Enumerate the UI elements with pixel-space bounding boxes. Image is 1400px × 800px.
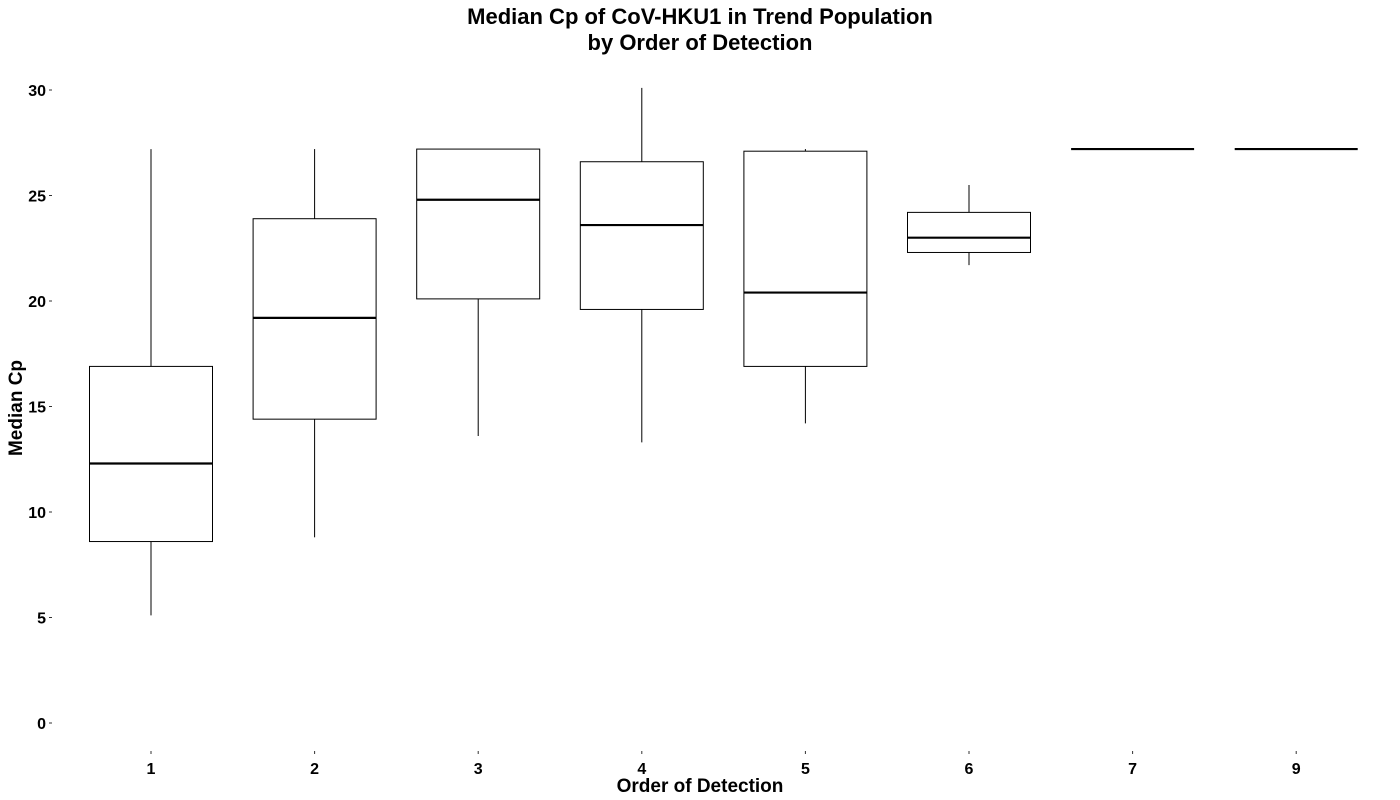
box-body-6 [908,212,1031,252]
box-3 [417,149,540,436]
y-tick-label-5: 5 [37,611,46,628]
y-tick-label-15: 15 [28,400,46,417]
box-body-3 [417,149,540,299]
box-1 [90,149,213,615]
box-6 [908,185,1031,265]
y-axis: 0 5 10 15 20 25 30 [28,83,52,733]
boxes-group [90,88,1358,616]
box-4 [580,88,703,442]
y-tick-label-30: 30 [28,83,46,100]
y-axis-label: Median Cp [6,360,28,456]
box-body-5 [744,151,867,366]
y-tick-label-10: 10 [28,505,46,522]
box-5 [744,149,867,423]
y-tick-label-25: 25 [28,189,46,206]
y-tick-label-0: 0 [37,716,46,733]
box-body-4 [580,162,703,310]
box-2 [253,149,376,537]
y-tick-label-20: 20 [28,294,46,311]
x-axis-label: Order of Detection [0,776,1400,798]
box-body-1 [90,366,213,541]
